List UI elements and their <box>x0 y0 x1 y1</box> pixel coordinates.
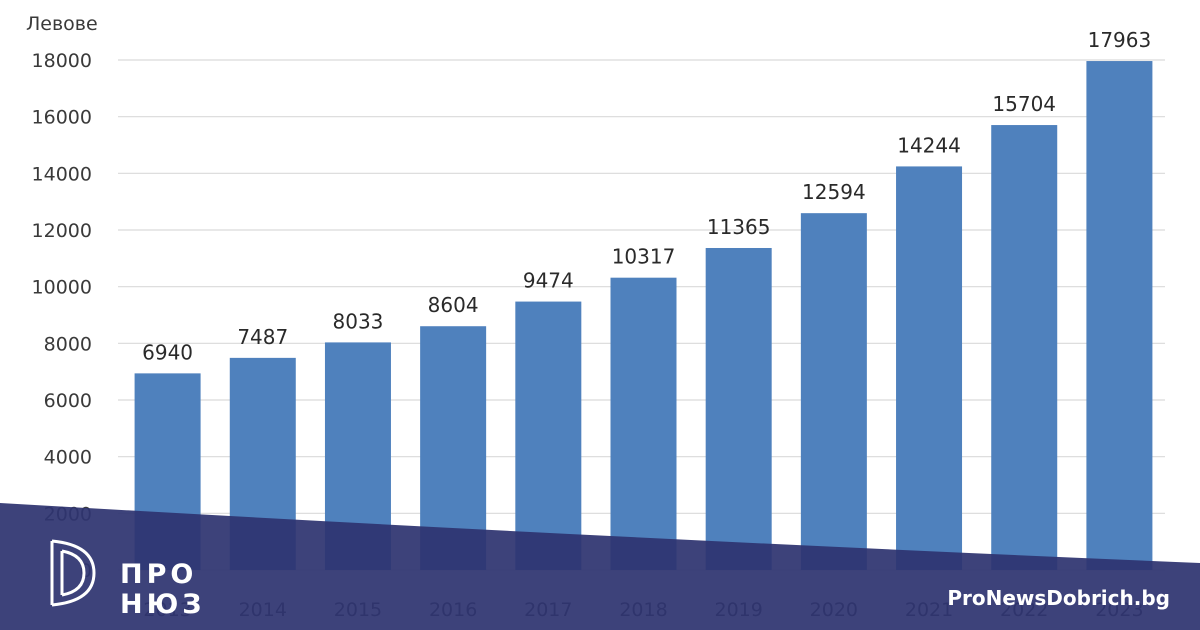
y-tick-label: 4000 <box>44 447 92 469</box>
bar-2017 <box>515 301 582 570</box>
y-tick-label: 12000 <box>32 220 92 242</box>
y-axis-label: Левове <box>26 13 98 35</box>
bars <box>134 61 1153 571</box>
x-tick-label: 2014 <box>239 599 287 621</box>
y-tick-label: 2000 <box>44 503 92 525</box>
data-label: 15704 <box>992 92 1056 116</box>
x-tick-label: 2019 <box>715 599 763 621</box>
data-label: 6940 <box>142 340 193 364</box>
y-axis-ticks: 0 2000 4000 6000 8000 10000 12000 14000 16000 180… <box>32 50 92 582</box>
data-label: 12594 <box>802 180 866 204</box>
y-tick-label: 0 <box>80 560 92 582</box>
bar-2018 <box>610 277 677 570</box>
y-tick-label: 18000 <box>32 50 92 72</box>
data-label: 9474 <box>523 269 574 293</box>
data-label: 7487 <box>237 325 288 349</box>
bar-2023 <box>1086 61 1153 570</box>
bar-2015 <box>324 342 391 570</box>
x-tick-label: 2021 <box>905 599 953 621</box>
bar-2021 <box>896 166 963 571</box>
data-label: 10317 <box>612 245 676 269</box>
y-tick-label: 16000 <box>32 107 92 129</box>
bar-2014 <box>229 357 296 570</box>
x-tick-label: 2020 <box>810 599 858 621</box>
data-label: 14244 <box>897 133 961 157</box>
y-tick-label: 14000 <box>32 163 92 185</box>
x-tick-label: 2023 <box>1095 599 1143 621</box>
bar-2013 <box>134 373 201 570</box>
x-tick-label: 2017 <box>524 599 572 621</box>
x-tick-label: 2022 <box>1000 599 1048 621</box>
bar-2019 <box>705 247 772 570</box>
bar-2022 <box>991 125 1058 570</box>
bar-2020 <box>800 213 867 571</box>
y-tick-label: 8000 <box>44 333 92 355</box>
bar-2016 <box>420 326 487 570</box>
y-tick-label: 10000 <box>32 277 92 299</box>
x-tick-label: 2013 <box>143 599 191 621</box>
data-label: 8033 <box>333 309 384 333</box>
data-label: 8604 <box>428 293 479 317</box>
data-label: 11365 <box>707 215 771 239</box>
x-tick-label: 2018 <box>619 599 667 621</box>
y-tick-label: 6000 <box>44 390 92 412</box>
x-tick-label: 2015 <box>334 599 382 621</box>
x-tick-label: 2016 <box>429 599 477 621</box>
data-labels: 6940 7487 8033 8604 9474 10317 11365 12594 14244… <box>142 28 1151 364</box>
x-axis-ticks: 2013 2014 2015 2016 2017 2018 2019 2020 2021 2022… <box>143 599 1143 621</box>
data-label: 17963 <box>1088 28 1152 52</box>
